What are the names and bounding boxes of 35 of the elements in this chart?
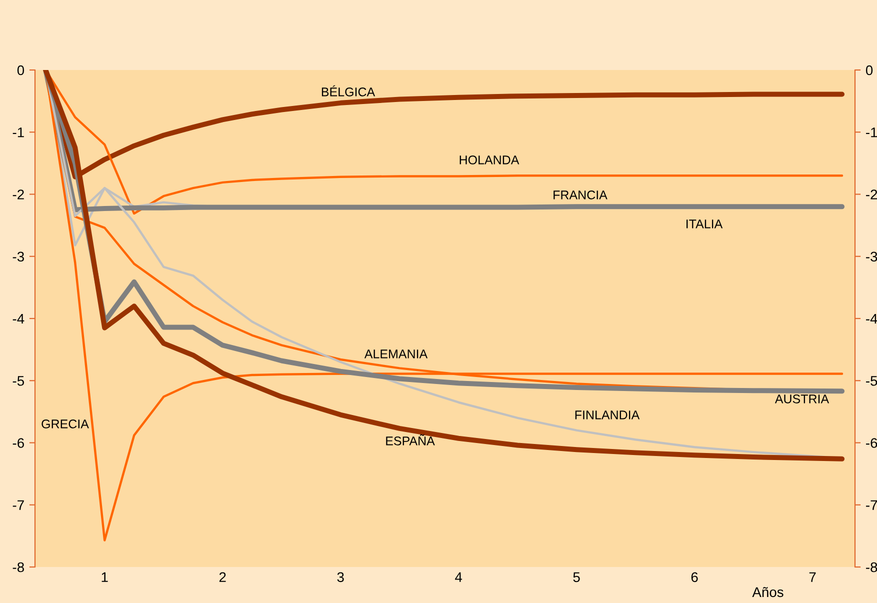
series-label: ALEMANIA xyxy=(364,350,428,358)
y-tick-label: -3 xyxy=(12,252,24,262)
x-tick-label: 4 xyxy=(455,572,462,582)
y2-tick-label: -6 xyxy=(866,438,877,448)
y-tick-label: -2 xyxy=(12,190,24,200)
y-tick-label: -4 xyxy=(12,314,24,324)
series-label: FINLANDIA xyxy=(575,410,640,420)
series-label: HOLANDA xyxy=(460,156,520,164)
y-tick-label: -5 xyxy=(12,376,24,386)
y-tick-label: -7 xyxy=(12,500,24,510)
y2-tick-label: -1 xyxy=(866,128,877,138)
series-label: BÉLGICA xyxy=(322,85,376,96)
series-label: AUSTRIA xyxy=(774,394,830,404)
series-label: FRANCIA xyxy=(554,190,608,200)
y2-tick-label: -2 xyxy=(866,190,877,200)
x-tick-label: 6 xyxy=(691,572,698,582)
series-label: ESPAÑA xyxy=(386,434,435,446)
series-label: ITALIA xyxy=(686,220,723,228)
y2-tick-label: 0 xyxy=(866,65,873,76)
y2-tick-label: -7 xyxy=(866,500,877,510)
y2-tick-label: -8 xyxy=(866,562,877,572)
y-tick-label: -6 xyxy=(12,438,24,448)
y2-tick-label: -4 xyxy=(866,314,877,324)
y-tick-label: -1 xyxy=(12,128,24,138)
y-tick-label: 0 xyxy=(17,65,24,76)
y-tick-label: -8 xyxy=(12,562,24,572)
x-tick-label: 3 xyxy=(337,572,344,582)
y2-tick-label: -3 xyxy=(866,252,877,262)
x-tick-label: 7 xyxy=(809,572,816,582)
y2-tick-label: -5 xyxy=(866,376,877,386)
x-tick-label: 5 xyxy=(573,572,580,582)
series-label: GRECIA xyxy=(42,420,89,428)
x-tick-label: 2 xyxy=(219,572,226,582)
x-axis-title: Años xyxy=(752,586,784,598)
x-tick-label: 1 xyxy=(102,572,108,582)
